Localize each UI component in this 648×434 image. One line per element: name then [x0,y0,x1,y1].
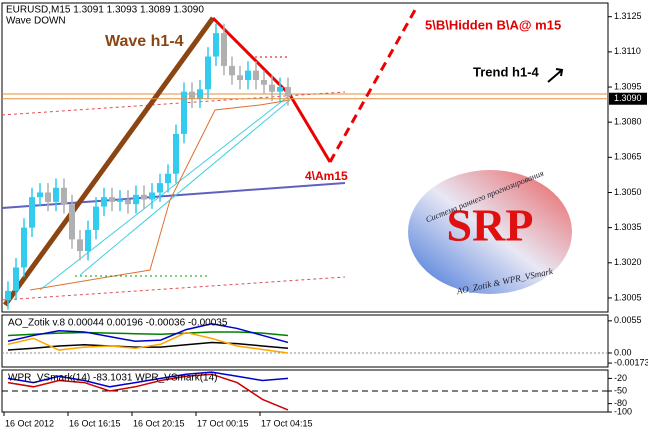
y-tick-label: -0.00173 [614,357,648,367]
candle-body [213,33,219,57]
trend-arrow [547,68,564,83]
candle-body [77,239,83,252]
candle-body [269,84,275,92]
plots [2,16,612,416]
y-tick-label: 1.3095 [614,81,642,91]
candle-body [189,91,195,99]
x-tick-label: 17 Oct 04:15 [261,418,313,428]
candle-body [245,70,251,80]
ao-frame [1,314,609,368]
candle-body [125,199,131,205]
chart-subtitle: Wave DOWN [6,16,66,27]
candle-body [85,229,91,252]
y-tick-label: -80 [614,398,627,408]
indicator-line [7,322,289,344]
candle-body [165,173,171,184]
panel-title: AO_Zotik v.8 0.00044 0.00196 -0.00036 -0… [8,318,228,329]
y-tick-label: -50 [614,385,627,395]
candle-body [261,79,267,85]
candle-body [253,70,259,80]
indicator-line [7,371,289,388]
y-tick-label: 0.0055 [614,315,642,325]
candle-body [285,87,291,97]
x-tick-label: 16 Oct 16:15 [69,418,121,428]
candle-body [205,56,211,90]
candle-body [21,227,27,268]
last-price-label: 1.3090 [614,93,642,103]
annotation: Trend h1-4 [473,64,540,79]
candle-body [229,65,235,76]
candle-body [5,290,11,301]
candle-body [109,197,115,202]
annotation: 5\B\Hidden B\A@ m15 [425,17,561,32]
panel-title: WPR_VSmark(14) -83.1031 WPR_VSmark(14) [8,373,218,384]
y-tick-label: 1.3020 [614,257,642,267]
candle-body [29,197,35,228]
wave-line [2,16,216,307]
trend-line [1,182,346,209]
y-tick-label: 1.3050 [614,187,642,197]
x-tick-label: 17 Oct 00:15 [197,418,249,428]
logo-text: SRP [447,200,534,251]
candle-body [221,33,227,66]
candle-body [101,197,107,207]
candle-body [37,192,43,198]
candle-body [149,192,155,200]
indicator-line [7,331,289,337]
y-tick-label: -20 [614,373,627,383]
candle-body [157,183,163,193]
candle-body [117,199,123,202]
candle-body [53,187,59,202]
y-tick-label: 1.3065 [614,152,642,162]
candle-body [173,133,179,174]
x-tick-label: 16 Oct 2012 [5,418,54,428]
last-price-box [609,92,647,105]
candle-body [61,187,67,205]
y-tick-label: 0.00 [614,347,632,357]
annotation: Wave h1-4 [105,33,184,50]
stop-line [29,99,291,291]
candle-body [133,194,139,205]
candle-body [277,87,283,92]
candle-body [93,206,99,230]
indicator-line [7,331,289,354]
candle-body [69,204,75,240]
channel-line [39,94,291,291]
channel-line [79,99,291,276]
y-tick-label: -100 [614,406,632,416]
y-tick-label: 1.3080 [614,117,642,127]
overlays [1,9,608,392]
y-tick-label: 1.3005 [614,292,642,302]
indicator-line [7,341,289,351]
candle-body [141,194,147,200]
annotation: 4\Am15 [305,169,348,183]
x-tick-label: 16 Oct 20:15 [133,418,185,428]
logo-badge [408,170,572,294]
indicator-line [7,373,289,411]
y-tick-label: 1.3110 [614,46,641,56]
chart-title: EURUSD,M15 1.3091 1.3093 1.3089 1.3090 [6,5,204,16]
y-tick-label: 1.3125 [614,11,642,21]
candle-body [181,91,187,134]
logo: SRP Система раннего прогнозирования AO_Z… [408,168,572,296]
candle-body [197,89,203,99]
candle-body [45,192,51,202]
candle-body [237,75,243,80]
y-tick-label: 1.3035 [614,222,642,232]
candle-body [13,267,19,291]
